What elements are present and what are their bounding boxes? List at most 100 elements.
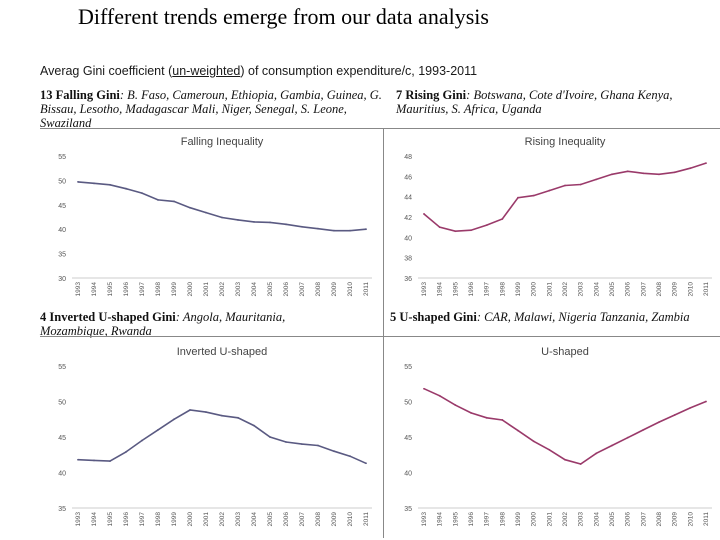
- data-point: [189, 409, 191, 411]
- y-tick-label: 40: [58, 471, 66, 478]
- chart-panel-inverted: Inverted U-shaped 35 40 45 50 55 1993 1994 1995 1…: [40, 340, 380, 538]
- x-tick-label: 1996: [468, 282, 475, 297]
- x-tick-label: 1993: [421, 282, 428, 297]
- data-point: [141, 439, 143, 442]
- data-point: [470, 411, 472, 414]
- y-tick-label: 46: [404, 174, 412, 181]
- x-tick-label: 2003: [235, 282, 242, 297]
- x-tick-label: 2007: [640, 282, 647, 297]
- data-point: [438, 226, 441, 229]
- data-point: [157, 429, 159, 431]
- x-tick-label: 2003: [578, 282, 585, 297]
- data-point: [485, 224, 488, 227]
- y-tick-label: 50: [404, 400, 412, 407]
- x-tick-label: 1996: [123, 512, 130, 527]
- x-tick-label: 2005: [267, 512, 274, 527]
- data-point: [517, 429, 519, 432]
- data-point: [423, 213, 425, 215]
- x-tick-label: 1994: [437, 512, 444, 527]
- data-point: [658, 173, 660, 176]
- x-tick-label: 2002: [562, 282, 569, 297]
- data-point: [333, 229, 335, 232]
- chart-panel-rising: Rising Inequality 36 38 40 42 44 46 48 1993 1994 1…: [386, 130, 720, 308]
- data-point: [205, 411, 207, 414]
- group-ushaped-countries: : CAR, Malawi, Nigeria Tanzania, Zambia: [476, 310, 690, 324]
- data-point: [141, 192, 143, 194]
- chart-svg: Inverted U-shaped 35 40 45 50 55 1993 1994 1995 1…: [58, 346, 372, 527]
- x-tick-label: 2000: [531, 512, 538, 527]
- chart-title: U-shaped: [541, 346, 589, 358]
- data-point: [333, 450, 335, 453]
- x-tick-label: 1993: [75, 282, 82, 297]
- data-point: [285, 441, 287, 443]
- y-tick-label: 35: [58, 506, 66, 513]
- y-tick-label: 42: [404, 215, 412, 222]
- x-tick-label: 2008: [656, 282, 663, 297]
- x-tick-label: 2004: [251, 512, 258, 527]
- group-falling-countries: : B. Faso, Cameroun, Ethiopia, Gambia, G…: [40, 88, 382, 130]
- data-point: [626, 170, 629, 173]
- data-point: [269, 221, 271, 224]
- data-point: [673, 414, 676, 416]
- data-point: [673, 171, 676, 174]
- data-point: [532, 440, 535, 443]
- slide-title: Different trends emerge from our data an…: [78, 4, 489, 29]
- x-tick-label: 2007: [299, 282, 306, 297]
- x-tick-label: 2008: [315, 282, 322, 297]
- x-tick-label: 2007: [299, 512, 306, 527]
- x-tick-label: 2011: [703, 282, 710, 296]
- y-tick-label: 48: [404, 154, 412, 161]
- x-tick-label: 1993: [75, 512, 82, 527]
- x-tick-label: 2001: [203, 282, 210, 297]
- x-tick-label: 2011: [363, 512, 370, 526]
- y-tick-label: 30: [58, 276, 66, 283]
- x-tick-label: 1998: [499, 512, 506, 527]
- group-ushaped-desc: 5 U-shaped Gini: CAR, Malawi, Nigeria Ta…: [390, 310, 690, 324]
- data-point: [548, 448, 551, 451]
- x-tick-label: 1998: [155, 512, 162, 527]
- data-point: [93, 182, 95, 185]
- x-tick-label: 2004: [593, 282, 600, 297]
- x-tick-label: 1999: [171, 282, 178, 297]
- x-tick-label: 2010: [347, 512, 354, 527]
- x-tick-label: 1998: [155, 282, 162, 297]
- x-tick-label: 1996: [468, 512, 475, 527]
- data-point: [253, 220, 255, 223]
- series-line: [423, 387, 707, 465]
- group-ushaped-head: 5 U-shaped Gini: [390, 310, 477, 324]
- x-tick-label: 2004: [593, 512, 600, 527]
- y-tick-label: 40: [58, 227, 66, 234]
- series-line: [423, 162, 707, 233]
- x-tick-label: 1997: [484, 282, 491, 297]
- data-point: [548, 189, 551, 192]
- y-tick-label: 55: [404, 364, 412, 371]
- data-point: [221, 216, 223, 219]
- data-point: [253, 424, 255, 427]
- chart-svg: Rising Inequality 36 38 40 42 44 46 48 1993 1994 1…: [404, 136, 712, 297]
- x-tick-label: 1993: [421, 512, 428, 527]
- y-tick-label: 36: [404, 276, 412, 283]
- x-tick-label: 1995: [452, 282, 459, 297]
- data-point: [77, 180, 79, 183]
- data-point: [642, 172, 645, 175]
- x-tick-label: 2004: [251, 282, 258, 297]
- data-point: [189, 206, 191, 209]
- x-tick-label: 2003: [235, 512, 242, 527]
- y-tick-label: 40: [404, 471, 412, 478]
- data-point: [349, 455, 351, 458]
- data-point: [237, 416, 239, 419]
- data-point: [611, 173, 613, 176]
- data-point: [301, 443, 303, 445]
- x-tick-label: 1995: [107, 282, 114, 297]
- data-point: [595, 178, 598, 181]
- data-point: [705, 400, 707, 403]
- data-point: [93, 459, 95, 462]
- x-tick-label: 2009: [672, 282, 679, 297]
- x-tick-label: 1994: [91, 512, 98, 527]
- data-point: [454, 404, 457, 406]
- x-tick-label: 1999: [515, 512, 522, 527]
- x-tick-label: 1999: [515, 282, 522, 297]
- y-tick-label: 45: [58, 435, 66, 442]
- x-tick-label: 1997: [484, 512, 491, 527]
- x-tick-label: 1994: [91, 282, 98, 297]
